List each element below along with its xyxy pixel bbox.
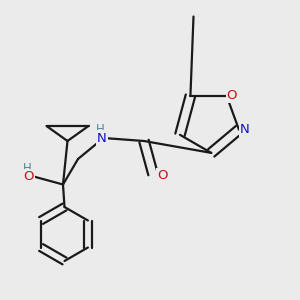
- Text: N: N: [97, 131, 107, 145]
- Text: O: O: [158, 169, 168, 182]
- Text: H: H: [22, 162, 32, 176]
- Text: O: O: [227, 88, 237, 102]
- Text: N: N: [240, 123, 250, 136]
- Text: O: O: [23, 169, 34, 183]
- Text: H: H: [95, 123, 104, 136]
